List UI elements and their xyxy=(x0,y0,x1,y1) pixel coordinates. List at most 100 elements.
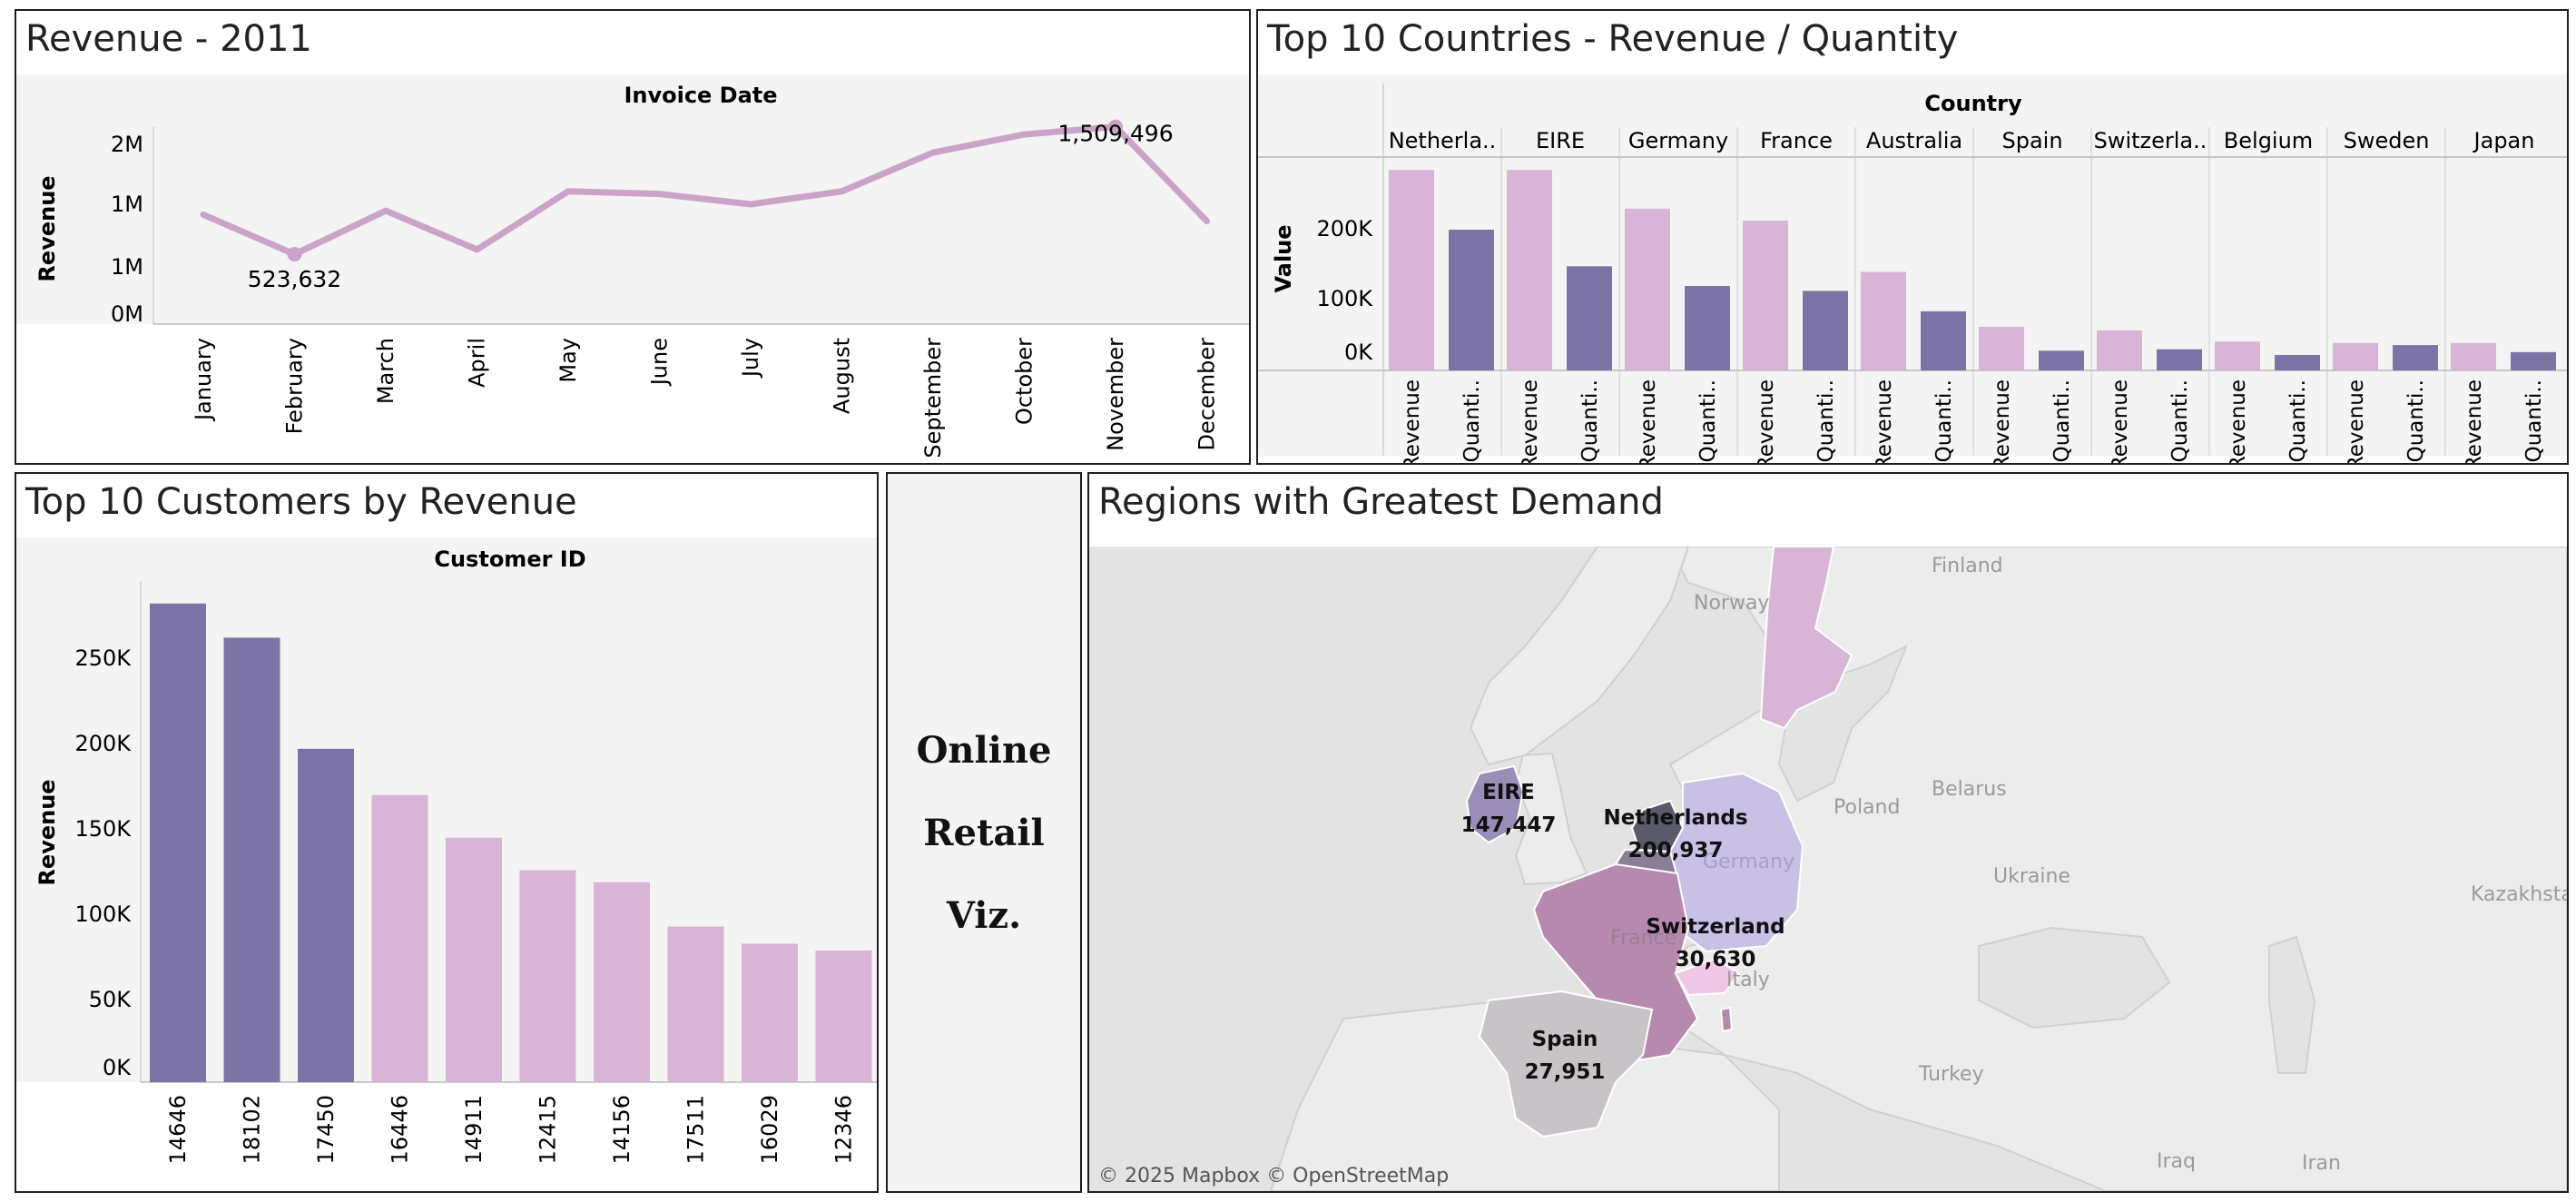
countries-bar[interactable] xyxy=(2157,349,2202,370)
revenue-point[interactable] xyxy=(1204,218,1210,224)
customers-bar[interactable] xyxy=(519,870,576,1082)
countries-bar[interactable] xyxy=(1507,170,1552,370)
revenue-x-header: Invoice Date xyxy=(624,83,777,108)
map-caspian-sea xyxy=(2268,935,2316,1074)
revenue-point[interactable] xyxy=(201,212,206,218)
customers-bar[interactable] xyxy=(594,882,650,1082)
countries-y-tick: 200K xyxy=(1316,216,1373,241)
countries-y-label: Value xyxy=(1271,224,1296,292)
countries-bar[interactable] xyxy=(1389,170,1434,370)
customers-x-tick: 12415 xyxy=(536,1095,561,1164)
revenue-series-line[interactable] xyxy=(200,123,1210,258)
map-place-label: Italy xyxy=(1726,969,1770,991)
countries-bar[interactable] xyxy=(1625,208,1670,370)
map-land-britain xyxy=(1514,752,1588,886)
customers-bar[interactable] xyxy=(815,951,872,1082)
map-place-label: Iran xyxy=(2302,1152,2341,1175)
europe-map[interactable]: Finland Norway Poland Belarus Ukraine Ka… xyxy=(1089,547,2567,1191)
revenue-point[interactable] xyxy=(930,150,936,156)
revenue-min-label: 523,632 xyxy=(248,266,341,292)
countries-category-label: Spain xyxy=(2001,128,2062,153)
map-place-label: Ukraine xyxy=(1993,865,2070,888)
countries-bar[interactable] xyxy=(1685,286,1730,370)
customers-bar[interactable] xyxy=(150,603,206,1082)
countries-measure-label: Revenue xyxy=(2345,379,2368,465)
revenue-point[interactable] xyxy=(839,188,845,194)
revenue-max-marker[interactable] xyxy=(1108,119,1123,134)
revenue-line-chart[interactable]: Invoice Date Revenue 2M 1M 1M 0M January… xyxy=(16,74,1249,465)
map-region-germany[interactable] xyxy=(1668,772,1804,953)
countries-bar[interactable] xyxy=(1449,230,1494,370)
countries-bar[interactable] xyxy=(1743,220,1788,370)
countries-bar[interactable] xyxy=(2451,342,2496,370)
countries-measure-label: Revenue xyxy=(1519,379,1542,465)
countries-measure-label: Quanti.. xyxy=(1696,379,1720,462)
revenue-x-tick: July xyxy=(738,338,763,379)
revenue-x-tick: May xyxy=(556,338,581,383)
countries-bar[interactable] xyxy=(2511,351,2556,370)
revenue-point[interactable] xyxy=(748,202,753,208)
map-place-label: Iraq xyxy=(2157,1150,2196,1173)
customers-bar[interactable] xyxy=(742,943,798,1082)
revenue-max-label: 1,509,496 xyxy=(1057,121,1173,147)
countries-bar[interactable] xyxy=(1979,326,2024,370)
countries-bar[interactable] xyxy=(2215,341,2260,370)
customers-bar[interactable] xyxy=(667,926,724,1082)
revenue-min-marker[interactable] xyxy=(287,247,302,262)
countries-bar[interactable] xyxy=(1803,291,1848,370)
map-region-spain[interactable] xyxy=(1478,990,1654,1138)
map-region-eire[interactable] xyxy=(1465,764,1525,844)
revenue-x-tick: June xyxy=(647,338,673,387)
map-region-france[interactable] xyxy=(1532,862,1699,1066)
countries-measure-label: Quanti.. xyxy=(2522,379,2546,462)
revenue-point[interactable] xyxy=(474,246,480,252)
revenue-point[interactable] xyxy=(1021,132,1027,138)
customers-y-tick: 150K xyxy=(74,816,132,842)
countries-category-label: EIRE xyxy=(1536,128,1585,153)
customers-bar[interactable] xyxy=(446,837,502,1082)
map-region-switzerland[interactable] xyxy=(1674,957,1741,997)
revenue-point[interactable] xyxy=(383,208,388,214)
countries-measure-label: Revenue xyxy=(1401,379,1424,465)
customers-y-tick: 200K xyxy=(74,731,132,756)
customers-x-tick: 16446 xyxy=(388,1095,413,1164)
revenue-point[interactable] xyxy=(656,191,663,197)
customers-x-tick: 12346 xyxy=(831,1095,857,1164)
map-attribution[interactable]: © 2025 Mapbox © OpenStreetMap xyxy=(1098,1165,1449,1187)
countries-measure-label: Quanti.. xyxy=(2050,379,2074,462)
countries-measure-label: Revenue xyxy=(2109,379,2132,465)
countries-bar[interactable] xyxy=(1861,271,1906,371)
countries-bar[interactable] xyxy=(2275,354,2320,370)
revenue-panel-title: Revenue - 2011 xyxy=(25,18,312,60)
customers-y-tick: 100K xyxy=(74,902,132,927)
map-place-label: France xyxy=(1610,927,1676,950)
map-callout-eire-value: 147,447 xyxy=(1461,813,1557,837)
map-place-label: Belarus xyxy=(1932,778,2007,801)
countries-bar-chart[interactable]: Country Value 200K 100K 0K Netherla.. Rev… xyxy=(1258,74,2567,465)
revenue-x-tick: October xyxy=(1012,338,1037,425)
countries-bar[interactable] xyxy=(2393,345,2438,370)
countries-bar[interactable] xyxy=(1921,310,1966,370)
customers-x-tick: 14911 xyxy=(461,1095,487,1164)
customers-bar[interactable] xyxy=(298,748,354,1082)
map-place-label: Finland xyxy=(1932,555,2003,577)
countries-category-label: Sweden xyxy=(2344,128,2430,153)
map-region-sweden[interactable] xyxy=(1759,547,1853,730)
countries-measure-label: Quanti.. xyxy=(1814,379,1838,462)
customers-bar[interactable] xyxy=(371,794,428,1082)
countries-bar[interactable] xyxy=(2333,342,2378,370)
countries-bar[interactable] xyxy=(2039,350,2084,370)
revenue-x-tick: April xyxy=(465,338,490,388)
countries-bar[interactable] xyxy=(1567,266,1612,370)
customers-bar-chart[interactable]: Customer ID Revenue 250K 200K 150K 100K … xyxy=(16,537,877,1193)
customers-bar[interactable] xyxy=(223,637,280,1082)
countries-category-label: Germany xyxy=(1628,128,1728,153)
countries-x-header: Country xyxy=(1924,91,2022,116)
countries-measure-label: Revenue xyxy=(2463,379,2486,465)
revenue-point[interactable] xyxy=(565,188,571,194)
revenue-plot-bg xyxy=(16,74,1249,324)
map-place-label: Poland xyxy=(1834,796,1900,819)
countries-bar[interactable] xyxy=(2097,330,2142,370)
viz-title-line3: Viz. xyxy=(946,893,1022,937)
map-panel-title: Regions with Greatest Demand xyxy=(1098,481,1664,523)
